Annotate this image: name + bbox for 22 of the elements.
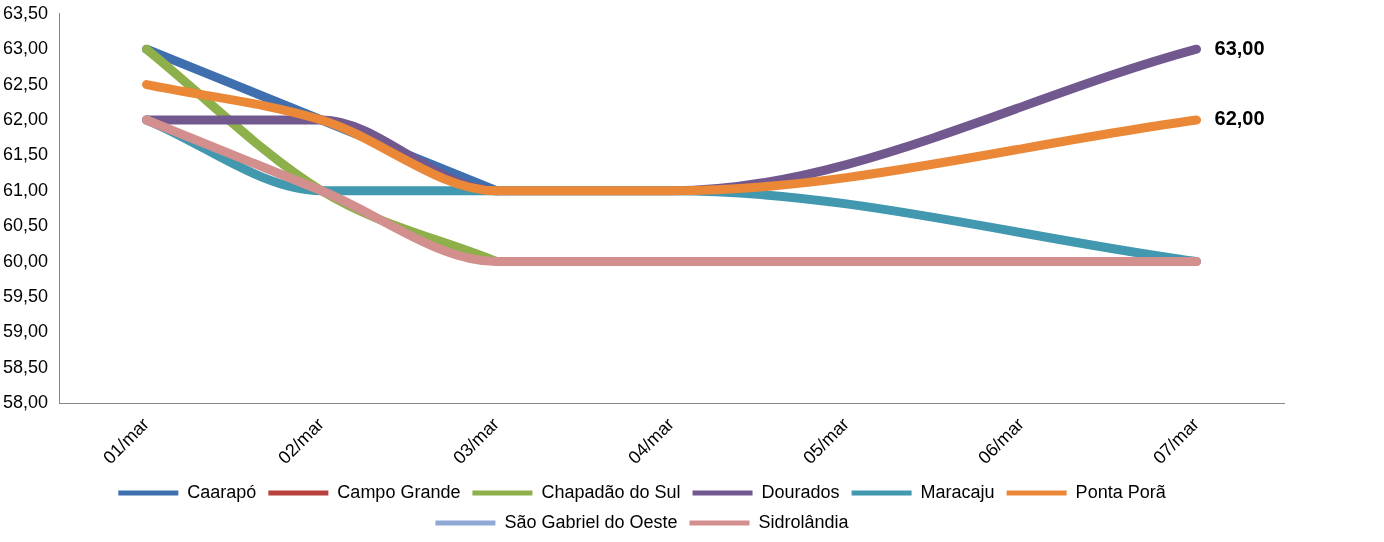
legend-label: Chapadão do Sul [541,481,681,502]
y-tick-label: 61,50 [3,144,49,165]
legend-label: São Gabriel do Oeste [504,511,678,532]
y-tick-label: 58,50 [3,356,49,377]
y-tick-label: 60,50 [3,215,49,236]
data-label: 63,00 [1214,36,1265,59]
y-tick-label: 59,50 [3,285,49,306]
legend-label: Ponta Porã [1075,481,1167,502]
y-tick-label: 60,00 [3,250,49,271]
y-tick-label: 63,50 [3,2,49,23]
legend-label: Sidrolândia [758,511,850,532]
y-tick-label: 59,00 [3,321,49,342]
y-tick-label: 63,00 [3,38,49,59]
legend-label: Caarapó [187,481,257,502]
y-tick-label: 58,00 [3,392,49,413]
data-label: 62,00 [1214,107,1265,130]
legend-label: Dourados [761,481,840,502]
y-tick-label: 62,00 [3,108,49,129]
y-tick-label: 62,50 [3,73,49,94]
y-tick-label: 61,00 [3,179,49,200]
legend-label: Maracaju [920,481,995,502]
legend-label: Campo Grande [337,481,461,502]
